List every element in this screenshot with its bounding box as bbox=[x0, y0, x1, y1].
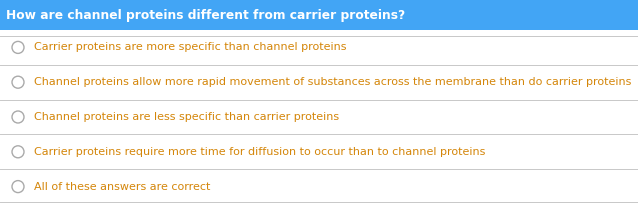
Text: Carrier proteins require more time for diffusion to occur than to channel protei: Carrier proteins require more time for d… bbox=[34, 147, 486, 157]
Text: Carrier proteins are more specific than channel proteins: Carrier proteins are more specific than … bbox=[34, 42, 346, 52]
Text: Channel proteins are less specific than carrier proteins: Channel proteins are less specific than … bbox=[34, 112, 339, 122]
Bar bbox=[0, 0, 638, 30]
Text: Channel proteins allow more rapid movement of substances across the membrane tha: Channel proteins allow more rapid moveme… bbox=[34, 77, 632, 87]
Text: How are channel proteins different from carrier proteins?: How are channel proteins different from … bbox=[6, 9, 405, 21]
Text: All of these answers are correct: All of these answers are correct bbox=[34, 182, 211, 192]
